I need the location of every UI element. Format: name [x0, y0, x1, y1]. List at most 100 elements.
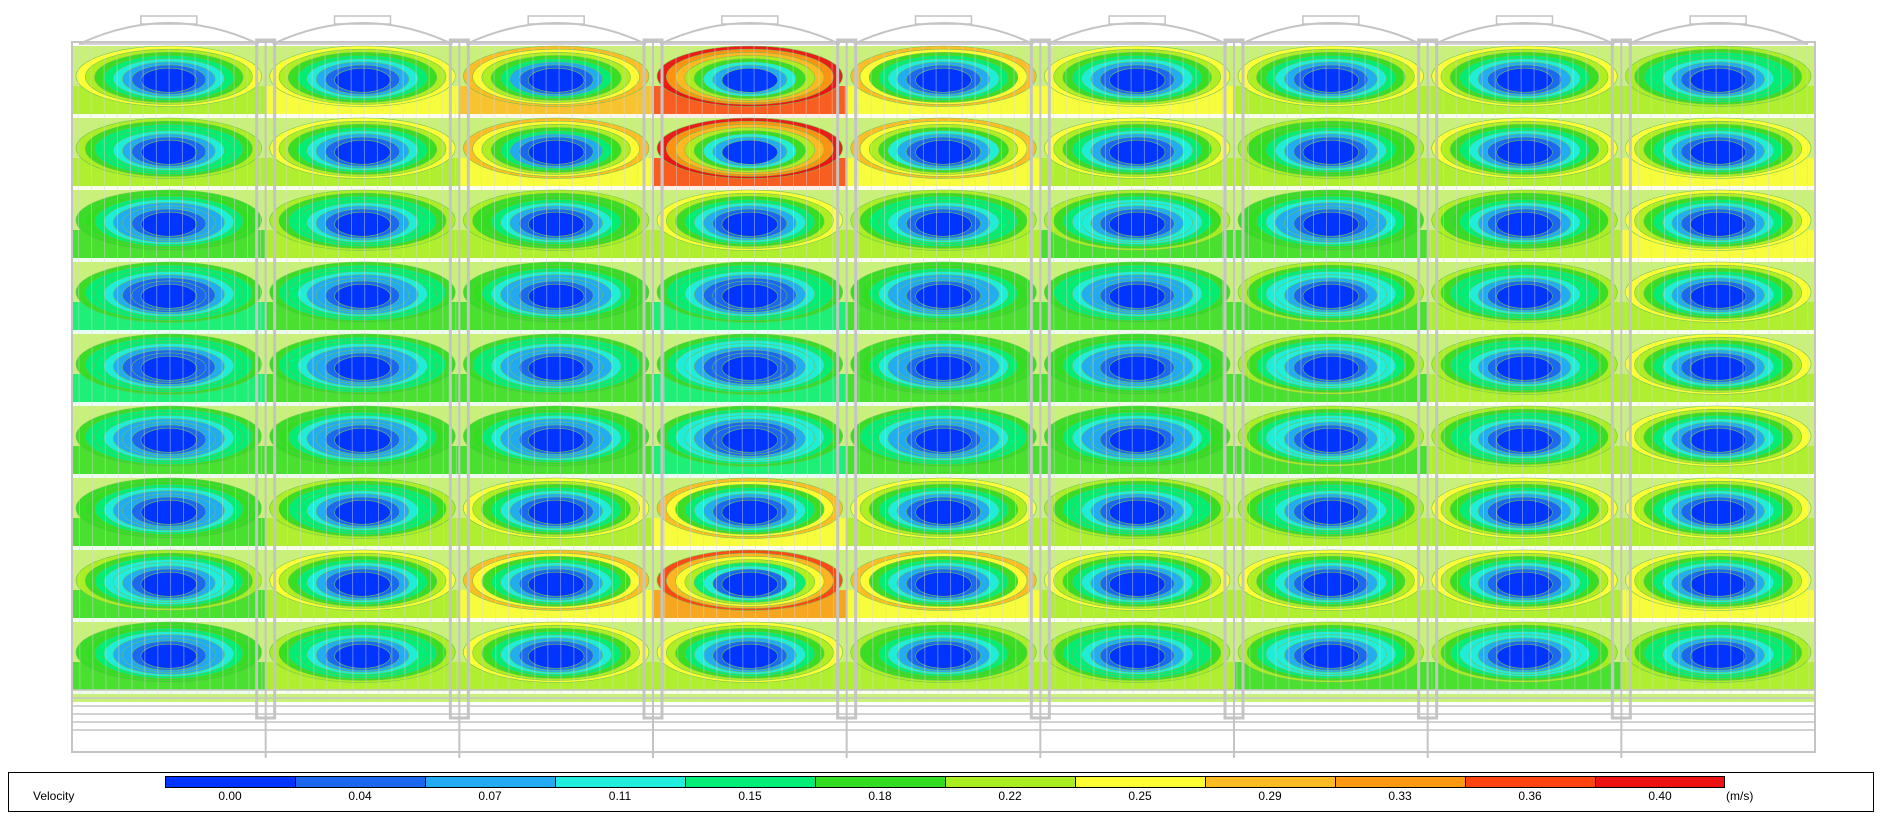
streamline — [1533, 45, 1537, 699]
dome-roof — [853, 22, 1034, 45]
streamline — [1585, 45, 1589, 699]
streamline — [1312, 45, 1316, 699]
flow-cell — [1040, 333, 1234, 406]
flow-cell — [72, 405, 266, 478]
streamline — [961, 45, 965, 699]
layer-gap — [1040, 618, 1234, 622]
vortex-contour — [140, 211, 197, 237]
vortex-contour — [140, 427, 197, 453]
streamline — [558, 45, 562, 699]
streamline — [1078, 45, 1082, 699]
flow-cell — [1427, 621, 1622, 694]
layer-gap — [1234, 618, 1428, 622]
streamline — [1650, 45, 1654, 699]
flow-cell — [846, 405, 1041, 478]
streamline — [441, 45, 445, 699]
streamline — [155, 45, 159, 699]
dome-roof — [1046, 22, 1228, 45]
layer-gap — [265, 186, 460, 190]
streamline — [1013, 45, 1017, 699]
flow-cell — [265, 117, 460, 190]
streamline — [519, 45, 523, 699]
flow-cell — [1427, 549, 1622, 622]
legend-swatch-11 — [1595, 776, 1725, 788]
streamline — [1065, 45, 1069, 699]
streamline — [363, 45, 367, 699]
layer-gap — [459, 330, 653, 334]
flow-cell — [846, 333, 1041, 406]
vortex-contour — [1496, 139, 1553, 165]
layer-gap — [1427, 618, 1622, 622]
vortex-contour — [334, 67, 391, 93]
flow-cell — [459, 189, 653, 262]
streamline — [376, 45, 380, 699]
legend-swatch-6 — [945, 776, 1075, 788]
streamline — [935, 45, 939, 699]
vortex-contour — [334, 355, 391, 381]
vortex-contour — [1109, 139, 1166, 165]
flow-cell — [653, 549, 847, 622]
vortex-contour — [1496, 499, 1553, 525]
streamline — [1156, 45, 1160, 699]
streamline — [259, 45, 263, 699]
streamline — [337, 45, 341, 699]
legend-unit: (m/s) — [1726, 789, 1754, 803]
flow-cell — [1040, 117, 1234, 190]
streamline — [480, 45, 484, 699]
flow-cell — [1234, 261, 1428, 334]
structure-outline — [71, 15, 1816, 758]
streamline — [168, 45, 172, 699]
streamline — [1702, 45, 1706, 699]
flow-cell — [265, 189, 460, 262]
streamline — [727, 45, 731, 699]
streamline — [1598, 45, 1602, 699]
vortex-contour — [1302, 211, 1359, 237]
layer-gap — [1234, 690, 1428, 694]
vortex-contour — [528, 139, 585, 165]
vortex-contour — [528, 571, 585, 597]
dome-vent — [914, 15, 973, 25]
streamline — [597, 45, 601, 699]
streamline — [1169, 45, 1173, 699]
flow-cell — [1040, 621, 1234, 694]
streamline — [974, 45, 978, 699]
streamline — [220, 45, 224, 699]
dome-vent — [1495, 15, 1554, 25]
dome-vent — [140, 15, 198, 25]
legend-swatch-10 — [1465, 776, 1595, 788]
streamline — [1546, 45, 1550, 699]
streamline — [714, 45, 718, 699]
layer-gap — [1234, 474, 1428, 478]
flow-cell — [265, 549, 460, 622]
layer-gap — [1621, 186, 1815, 190]
vortex-contour — [528, 643, 585, 669]
layer-gap — [265, 330, 460, 334]
streamline — [1377, 45, 1381, 699]
streamline — [610, 45, 614, 699]
streamline — [1637, 45, 1641, 699]
flow-cell — [653, 261, 847, 334]
streamline — [285, 45, 289, 699]
streamline — [1754, 45, 1758, 699]
legend-swatch-3 — [555, 776, 685, 788]
velocity-contour-plot — [71, 15, 1816, 758]
streamline — [545, 45, 549, 699]
vortex-contour — [1302, 427, 1359, 453]
vortex-contour — [528, 283, 585, 309]
streamline — [1689, 45, 1693, 699]
flow-cell — [1234, 45, 1428, 118]
legend-tick-label: 0.07 — [478, 789, 502, 803]
streamline — [311, 45, 315, 699]
layer-gap — [265, 402, 460, 406]
layer-gap — [1621, 474, 1815, 478]
vortex-contour — [140, 571, 197, 597]
streamline — [1793, 45, 1797, 699]
vortex-contour — [334, 139, 391, 165]
dome-roof — [1434, 22, 1615, 45]
flow-cell — [1621, 261, 1815, 334]
streamline — [1780, 45, 1784, 699]
layer-gap — [653, 186, 847, 190]
layer-gap — [653, 690, 847, 694]
streamline — [1741, 45, 1745, 699]
streamline — [1507, 45, 1511, 699]
